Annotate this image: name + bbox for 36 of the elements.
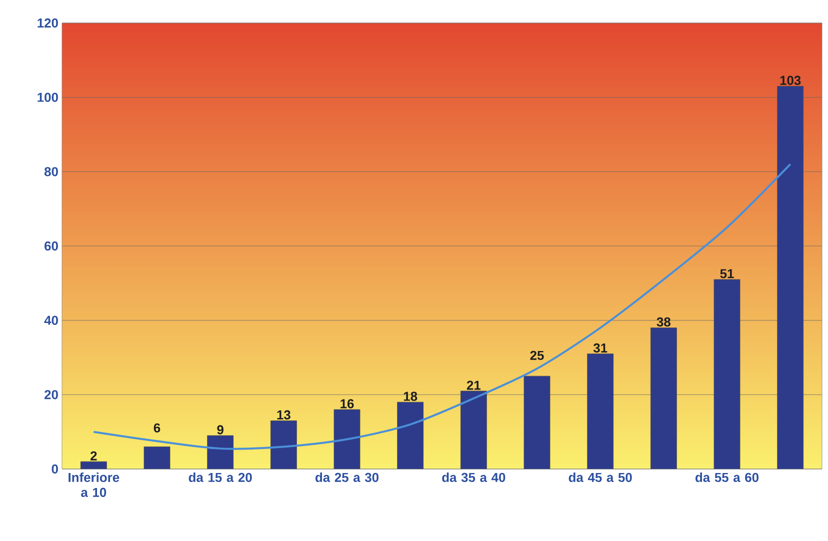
data-label: 103 (780, 76, 801, 85)
data-label: 31 (593, 343, 608, 353)
x-tick-label: Inferiore a 10 (68, 472, 120, 497)
bar (334, 409, 360, 469)
data-label: 6 (154, 423, 160, 432)
bar (777, 86, 804, 469)
y-tick-label: 120 (38, 18, 58, 28)
bar (650, 328, 677, 469)
y-tick-label: 20 (44, 390, 58, 400)
line-series (92, 163, 792, 450)
x-tick-label: da 25 a 30 (315, 472, 378, 482)
x-tick-label: da 35 a 40 (442, 472, 506, 482)
y-tick-label: 0 (52, 464, 58, 474)
bar (714, 279, 740, 469)
bar (587, 354, 614, 469)
y-tick-label: 60 (44, 241, 58, 251)
data-label: 13 (277, 410, 290, 420)
data-label: 2 (90, 451, 97, 460)
data-label: 38 (656, 317, 670, 327)
y-tick-label: 40 (44, 316, 58, 325)
x-tick-label: da 55 a 60 (696, 472, 758, 482)
bar (397, 402, 424, 469)
x-tick-label: da 15 a 20 (188, 472, 252, 482)
bar (144, 446, 170, 469)
bar (460, 390, 487, 469)
data-label: 21 (466, 380, 481, 390)
y-tick-label: 100 (38, 92, 58, 102)
bar (270, 420, 297, 469)
data-label: 18 (404, 392, 418, 401)
data-label: 9 (217, 425, 224, 434)
bar (524, 376, 550, 469)
y-tick-label: 80 (44, 167, 58, 176)
x-tick-label: da 45 a 50 (568, 472, 632, 482)
data-label: 51 (720, 269, 734, 278)
data-label: 25 (530, 350, 544, 360)
data-label: 16 (340, 399, 354, 408)
